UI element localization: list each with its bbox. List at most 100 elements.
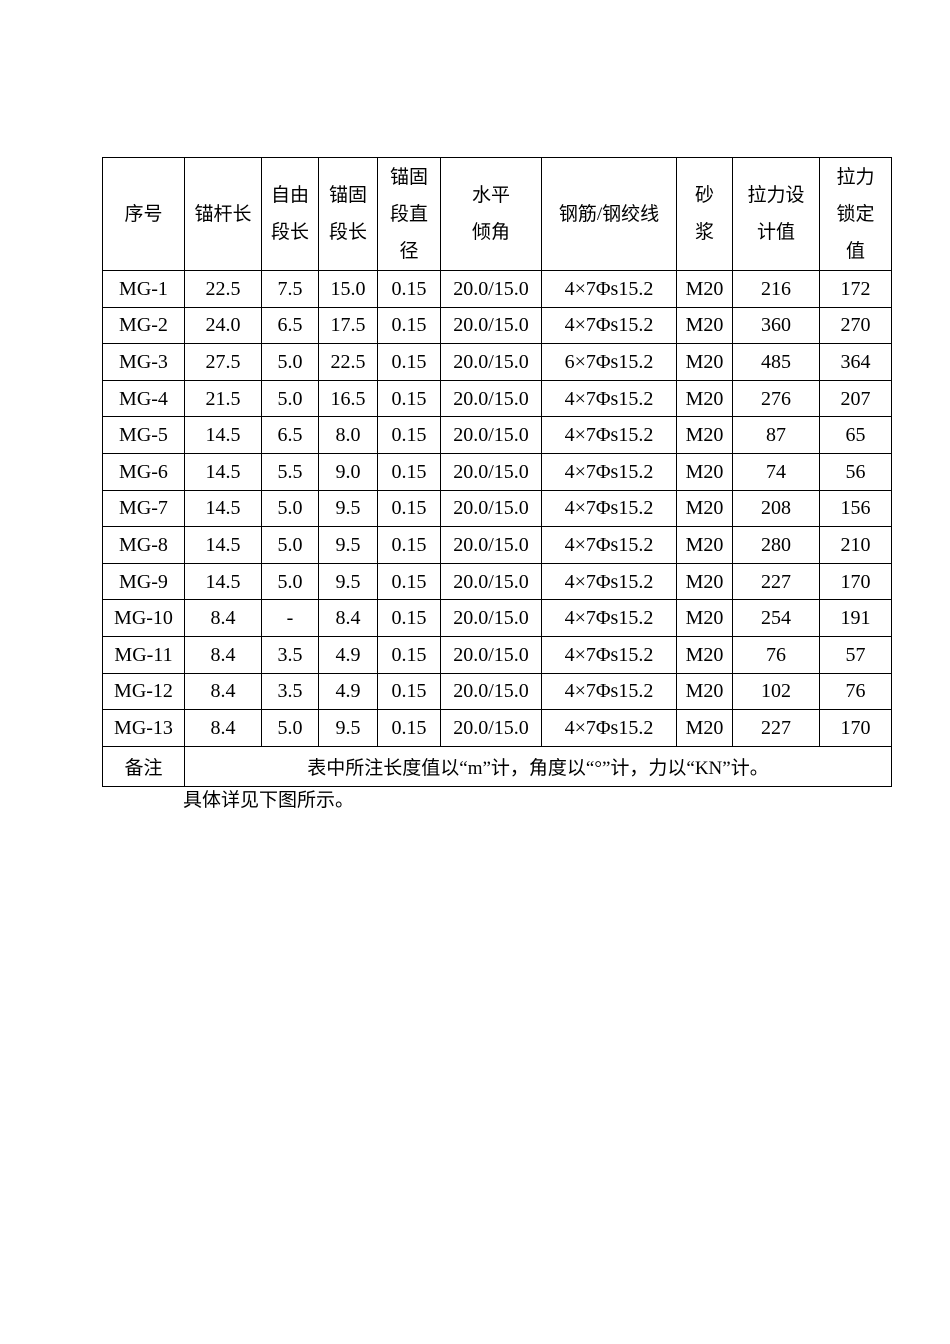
table-cell: 65 xyxy=(819,416,892,454)
table-cell: 20.0/15.0 xyxy=(440,306,542,345)
table-cell: 0.15 xyxy=(377,599,441,637)
table-cell: 22.5 xyxy=(184,270,262,308)
table-cell: 4×7Φs15.2 xyxy=(541,635,677,674)
table-cell: MG-12 xyxy=(102,672,185,711)
table-cell: 20.0/15.0 xyxy=(440,452,542,491)
table-cell: 8.4 xyxy=(318,599,378,637)
table-header: 序号 锚杆长 自由 段长 锚固 段长 锚固 段直 径 水平 倾角 钢筋/钢绞线 … xyxy=(102,157,892,271)
table-cell: 76 xyxy=(819,672,892,711)
table-cell: 364 xyxy=(819,343,892,381)
table-cell: 4×7Φs15.2 xyxy=(541,379,677,418)
table-cell: 280 xyxy=(732,526,820,564)
table-cell: 0.15 xyxy=(377,562,441,601)
table-cell: 5.0 xyxy=(261,562,319,601)
table-cell: 4.9 xyxy=(318,672,378,711)
table-cell: 170 xyxy=(819,562,892,601)
table-cell: MG-6 xyxy=(102,452,185,491)
table-row: MG-8 14.5 5.0 9.5 0.15 20.0/15.0 4×7Φs15.2 M20 2… xyxy=(102,526,892,564)
table-cell: 3.5 xyxy=(261,672,319,711)
table-cell: 172 xyxy=(819,270,892,308)
table-cell: 4×7Φs15.2 xyxy=(541,416,677,454)
table-cell: 9.0 xyxy=(318,452,378,491)
table-cell: 17.5 xyxy=(318,306,378,345)
table-cell: M20 xyxy=(676,526,733,564)
table-cell: 4×7Φs15.2 xyxy=(541,526,677,564)
table-cell: 208 xyxy=(732,489,820,528)
table-cell: 485 xyxy=(732,343,820,381)
table-cell: 270 xyxy=(819,306,892,345)
table-row: MG-10 8.4-8.4 0.15 20.0/15.0 4×7Φs15.2 M20 254… xyxy=(102,599,892,637)
table-cell: MG-13 xyxy=(102,709,185,747)
table-cell: 8.0 xyxy=(318,416,378,454)
table-cell: 21.5 xyxy=(184,379,262,418)
table-row: MG-12 8.4 3.5 4.9 0.15 20.0/15.0 4×7Φs15.2 M20 1… xyxy=(102,672,892,711)
table-cell: 16.5 xyxy=(318,379,378,418)
table-row: MG-1 22.5 7.5 15.0 0.15 20.0/15.0 4×7Φs15.2 M20… xyxy=(102,270,892,308)
table-cell: M20 xyxy=(676,343,733,381)
table-cell: 5.0 xyxy=(261,343,319,381)
table-cell: M20 xyxy=(676,599,733,637)
table-row: MG-3 27.5 5.0 22.5 0.15 20.0/15.0 6×7Φs15.2 M20… xyxy=(102,343,892,381)
table-cell: 3.5 xyxy=(261,635,319,674)
table-cell: 56 xyxy=(819,452,892,491)
table-cell: 4.9 xyxy=(318,635,378,674)
table-cell: 254 xyxy=(732,599,820,637)
table-cell: 14.5 xyxy=(184,562,262,601)
table-cell: - xyxy=(261,599,319,637)
table-cell: 14.5 xyxy=(184,489,262,528)
table-cell: 156 xyxy=(819,489,892,528)
table-row: MG-2 24.0 6.5 17.5 0.15 20.0/15.0 4×7Φs15.2 M20… xyxy=(102,306,892,345)
table-cell: 20.0/15.0 xyxy=(440,343,542,381)
table-cell: 20.0/15.0 xyxy=(440,379,542,418)
table-cell: 4×7Φs15.2 xyxy=(541,270,677,308)
table-cell: 9.5 xyxy=(318,562,378,601)
col-header-rebar-steel-strand: 钢筋/钢绞线 xyxy=(541,157,677,271)
table-cell: M20 xyxy=(676,562,733,601)
col-header-tension-design-value: 拉力设 计值 xyxy=(732,157,820,271)
table-cell: 14.5 xyxy=(184,452,262,491)
table-cell: 76 xyxy=(732,635,820,674)
table-cell: MG-4 xyxy=(102,379,185,418)
table-row: MG-13 8.4 5.0 9.5 0.15 20.0/15.0 4×7Φs15.2 M20 2… xyxy=(102,709,892,747)
table-cell: 210 xyxy=(819,526,892,564)
table-cell: 0.15 xyxy=(377,416,441,454)
table-cell: 5.0 xyxy=(261,379,319,418)
table-cell: 27.5 xyxy=(184,343,262,381)
table-cell: 15.0 xyxy=(318,270,378,308)
table-cell: M20 xyxy=(676,672,733,711)
table-cell: 5.0 xyxy=(261,526,319,564)
table-cell: 9.5 xyxy=(318,709,378,747)
table-cell: 0.15 xyxy=(377,270,441,308)
table-cell: 8.4 xyxy=(184,599,262,637)
table-cell: 0.15 xyxy=(377,709,441,747)
remarks-row: 备注 表中所注长度值以“m”计，角度以“°”计，力以“KN”计。 xyxy=(102,745,892,787)
table-cell: 0.15 xyxy=(377,343,441,381)
col-header-horizontal-inclination: 水平 倾角 xyxy=(440,157,542,271)
table-cell: 87 xyxy=(732,416,820,454)
col-header-anchored-segment-length: 锚固 段长 xyxy=(318,157,378,271)
table-cell: MG-11 xyxy=(102,635,185,674)
table-cell: 360 xyxy=(732,306,820,345)
table-cell: 227 xyxy=(732,562,820,601)
table-row: MG-5 14.5 6.5 8.0 0.15 20.0/15.0 4×7Φs15.2 M20 8… xyxy=(102,416,892,454)
table-cell: MG-2 xyxy=(102,306,185,345)
table-cell: 8.4 xyxy=(184,709,262,747)
col-header-anchored-segment-diameter: 锚固 段直 径 xyxy=(377,157,441,271)
table-cell: 20.0/15.0 xyxy=(440,416,542,454)
table-cell: 5.0 xyxy=(261,709,319,747)
table-cell: 22.5 xyxy=(318,343,378,381)
col-header-tension-lock-value: 拉力 锁定 值 xyxy=(819,157,892,271)
table-footer: 备注 表中所注长度值以“m”计，角度以“°”计，力以“KN”计。 xyxy=(102,745,892,787)
table-cell: MG-7 xyxy=(102,489,185,528)
table-cell: 7.5 xyxy=(261,270,319,308)
table-cell: 8.4 xyxy=(184,672,262,711)
table-cell: MG-8 xyxy=(102,526,185,564)
table-cell: M20 xyxy=(676,270,733,308)
table-cell: MG-3 xyxy=(102,343,185,381)
table-cell: 0.15 xyxy=(377,489,441,528)
table-cell: MG-1 xyxy=(102,270,185,308)
table-cell: 191 xyxy=(819,599,892,637)
table-cell: 4×7Φs15.2 xyxy=(541,672,677,711)
table-cell: 14.5 xyxy=(184,416,262,454)
